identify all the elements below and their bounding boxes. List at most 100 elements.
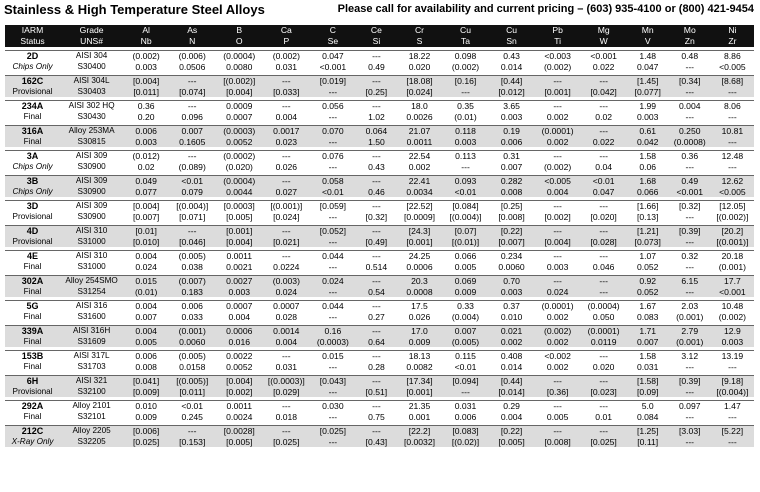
sample-status: Final bbox=[23, 111, 42, 121]
element-value: 0.079 bbox=[169, 186, 216, 197]
element-value: [0.002] bbox=[544, 211, 571, 222]
element-value: [0.077] bbox=[626, 86, 669, 97]
element-value: --- bbox=[580, 275, 627, 287]
element-value: [8.68] bbox=[710, 75, 754, 87]
element-value: --- bbox=[263, 350, 310, 362]
element-value: 0.0011 bbox=[215, 400, 264, 412]
column-header: Pb bbox=[534, 25, 581, 36]
grade-name: Alloy 2205 bbox=[60, 425, 124, 437]
table-body: 2D AISI 304 (0.002) (0.006) (0.0004) (0.002) 0… bbox=[5, 47, 754, 447]
sample-row: Final S30430 0.20 0.096 0.0007 0.004 --- 1.02 0.… bbox=[5, 112, 754, 123]
element-value: (0.001) bbox=[169, 325, 216, 337]
element-value: [0.020] bbox=[590, 211, 617, 222]
element-value: [(0.004)] bbox=[169, 200, 216, 212]
element-value: --- bbox=[461, 161, 470, 172]
element-value: 0.001 bbox=[408, 411, 431, 422]
element-value: 0.234 bbox=[488, 250, 535, 262]
element-value: 17.7 bbox=[710, 275, 754, 287]
column-header: Cr bbox=[396, 25, 443, 36]
element-value: [(0.01)] bbox=[442, 236, 489, 247]
element-value: --- bbox=[710, 136, 754, 147]
element-value: 0.014 bbox=[500, 61, 523, 72]
column-header: Zn bbox=[668, 36, 711, 47]
element-value: --- bbox=[169, 225, 216, 237]
element-value: 0.024 bbox=[135, 261, 157, 272]
element-value: 0.016 bbox=[215, 336, 264, 347]
sample-row: Final S30815 0.003 0.1605 0.0052 0.023 --- 1.50… bbox=[5, 136, 754, 147]
element-value: 0.031 bbox=[442, 400, 489, 412]
element-value: [0.16] bbox=[442, 75, 489, 87]
sample-row: 5G AISI 316 0.004 0.006 0.0007 0.0007 0.044 ---… bbox=[5, 300, 754, 312]
element-value: [(0.002)] bbox=[215, 75, 264, 87]
element-value: [0.004] bbox=[215, 86, 264, 97]
column-header: C bbox=[309, 25, 357, 36]
column-header: Mn bbox=[626, 25, 669, 36]
element-value: --- bbox=[580, 200, 627, 212]
element-value: [0.052] bbox=[309, 225, 357, 237]
element-value: [0.007] bbox=[488, 236, 535, 247]
page-header: Stainless & High Temperature Steel Alloy… bbox=[0, 0, 760, 22]
element-value: (0.012) bbox=[123, 150, 170, 162]
element-value: 0.008 bbox=[488, 186, 535, 197]
element-value: 0.92 bbox=[626, 275, 669, 287]
element-value: 0.49 bbox=[668, 175, 711, 187]
alloy-table-wrap: IARM Grade Al As B Ca C Ce Cr Cu Cu Pb Mg Mn Mo Ni Statu… bbox=[5, 25, 754, 447]
element-value: [0.36] bbox=[534, 386, 581, 397]
element-value: 12.62 bbox=[710, 175, 754, 187]
element-value: [1.21] bbox=[626, 225, 669, 237]
uns-number: S30900 bbox=[60, 186, 124, 197]
element-value: --- bbox=[668, 286, 711, 297]
element-value: 0.003 bbox=[546, 261, 569, 272]
sample-id: 3A bbox=[5, 150, 61, 162]
element-value: 0.004 bbox=[668, 100, 711, 112]
sample-status: Provisional bbox=[5, 86, 61, 97]
element-value: 0.009 bbox=[135, 411, 157, 422]
element-value: [0.01] bbox=[123, 225, 170, 237]
column-header: P bbox=[263, 36, 310, 47]
element-value: <0.001 bbox=[710, 286, 754, 297]
element-value: 20.3 bbox=[396, 275, 443, 287]
element-value: <0.005 bbox=[719, 61, 746, 72]
uns-number: S31000 bbox=[60, 236, 124, 247]
element-value: 0.024 bbox=[534, 286, 581, 297]
contact-info: Please call for availability and current… bbox=[337, 3, 754, 15]
element-value: 0.026 bbox=[275, 161, 298, 172]
element-value: --- bbox=[534, 275, 581, 287]
sample-status: Provisional bbox=[5, 236, 61, 247]
element-value: 0.06 bbox=[639, 161, 657, 172]
element-value: (0.005) bbox=[169, 250, 216, 262]
element-value: 0.066 bbox=[626, 186, 669, 197]
element-value: --- bbox=[356, 200, 397, 212]
element-value: --- bbox=[328, 261, 338, 272]
sample-id: 316A bbox=[5, 125, 61, 137]
element-value: [0.07] bbox=[442, 225, 489, 237]
element-value: (0.0003) bbox=[309, 336, 357, 347]
element-value: [22.2] bbox=[396, 425, 443, 437]
element-value: (0.01) bbox=[123, 286, 170, 297]
column-header: Cu bbox=[442, 25, 489, 36]
element-value: 24.25 bbox=[396, 250, 443, 262]
element-value: [0.014] bbox=[488, 386, 535, 397]
element-value: 0.031 bbox=[275, 361, 298, 372]
element-value: 0.047 bbox=[636, 61, 659, 72]
element-value: 0.031 bbox=[636, 361, 659, 372]
element-value: 0.19 bbox=[488, 125, 535, 137]
element-value: 0.002 bbox=[534, 136, 581, 147]
element-value: --- bbox=[580, 286, 627, 297]
element-value: [0.009] bbox=[123, 386, 170, 397]
element-value: [0.11] bbox=[626, 436, 669, 447]
element-value: (0.0004) bbox=[215, 50, 264, 62]
element-value: --- bbox=[580, 100, 627, 112]
element-value: 0.0060 bbox=[498, 261, 525, 272]
column-header: Se bbox=[309, 36, 357, 47]
element-value: 0.70 bbox=[488, 275, 535, 287]
element-value: (0.020) bbox=[225, 161, 253, 172]
element-value: --- bbox=[309, 436, 357, 447]
element-value: 0.0024 bbox=[226, 411, 253, 422]
uns-number: S30403 bbox=[60, 86, 124, 97]
element-value: [1.25] bbox=[626, 425, 669, 437]
element-value: 0.20 bbox=[137, 111, 155, 122]
element-value: 0.006 bbox=[123, 350, 170, 362]
column-header: Ca bbox=[263, 25, 310, 36]
element-value: [0.011] bbox=[123, 86, 170, 97]
